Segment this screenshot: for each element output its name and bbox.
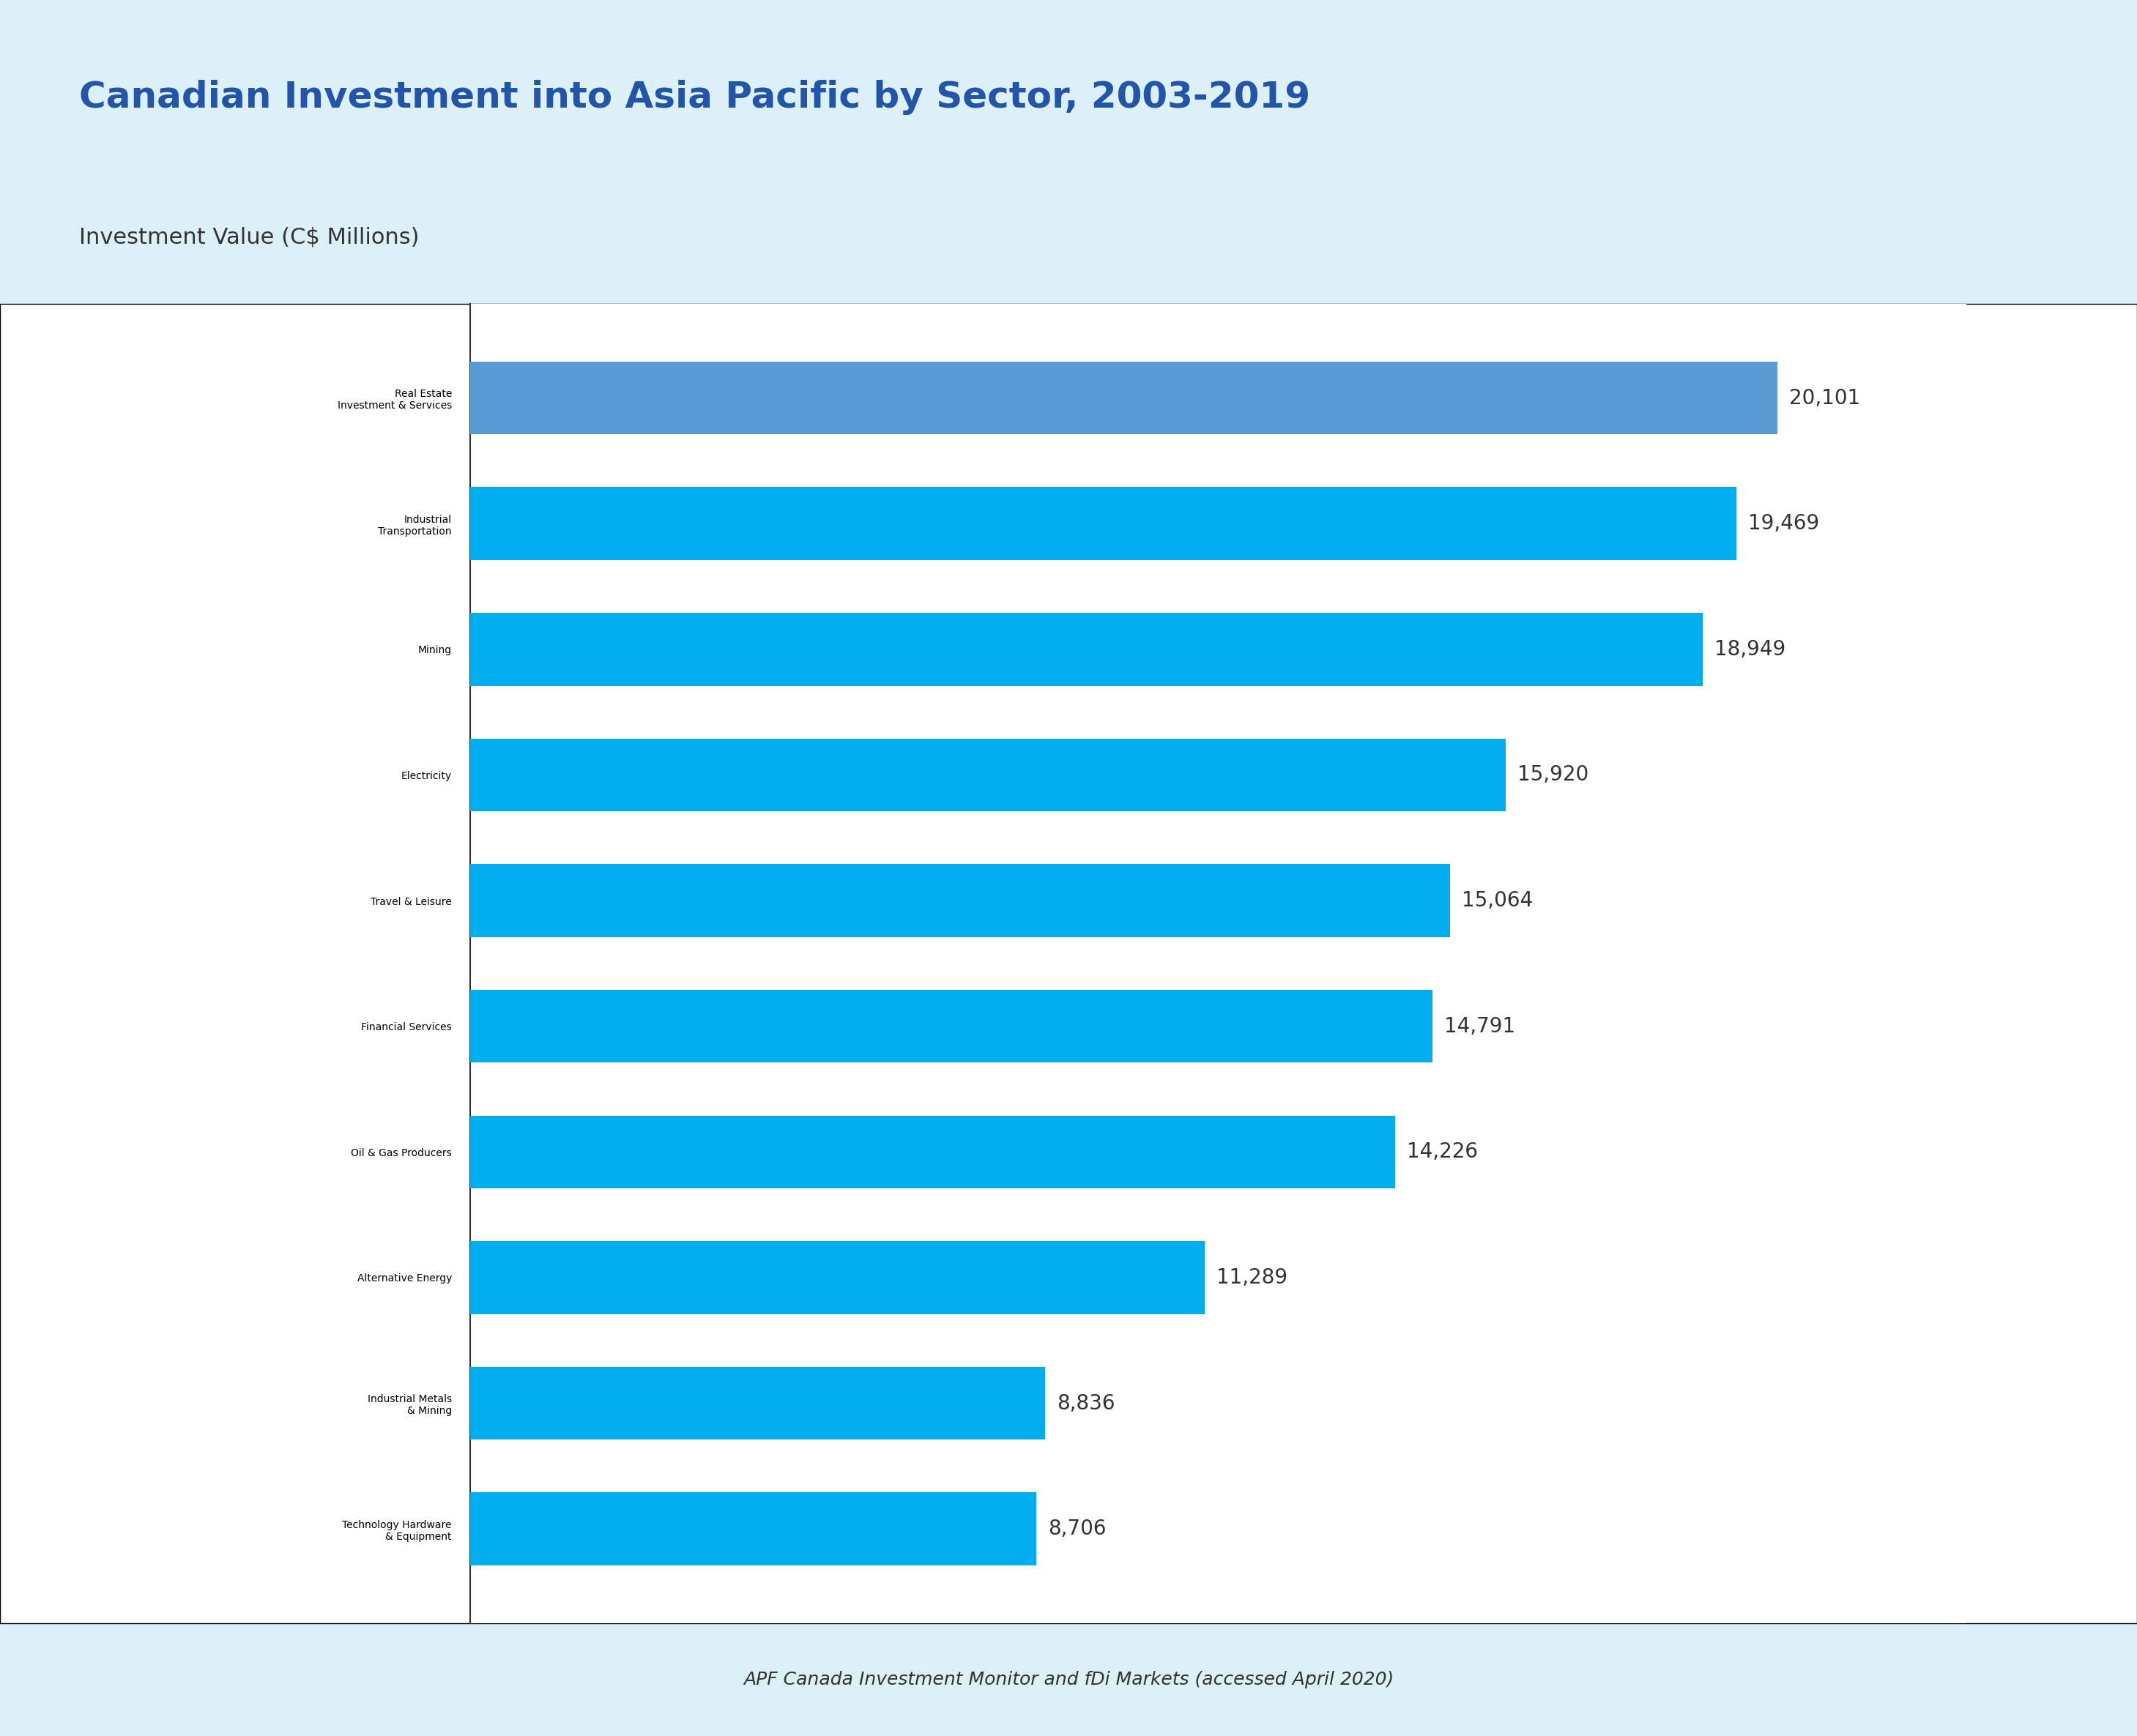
Text: 18,949: 18,949 [1714,639,1787,660]
Text: 14,791: 14,791 [1445,1016,1515,1036]
Bar [470,990,1432,1062]
Bar [470,1366,1045,1439]
Text: 15,064: 15,064 [1462,891,1532,911]
Bar [470,738,1507,811]
Text: 20,101: 20,101 [1789,387,1861,408]
Text: Investment Value (C$ Millions): Investment Value (C$ Millions) [79,226,419,248]
Bar [470,1493,1036,1566]
Text: Canadian Investment into Asia Pacific by Sector, 2003-2019: Canadian Investment into Asia Pacific by… [79,80,1310,115]
Text: 15,920: 15,920 [1517,766,1588,785]
Bar [470,1241,1205,1314]
Text: 14,226: 14,226 [1406,1142,1479,1161]
Text: 8,706: 8,706 [1047,1519,1107,1540]
Bar [470,1116,1395,1189]
Text: 8,836: 8,836 [1056,1392,1116,1413]
Bar [470,304,1966,1623]
Text: 11,289: 11,289 [1216,1267,1286,1288]
Bar [470,361,1778,434]
Bar [470,613,1703,686]
Bar [470,488,1737,561]
Bar [470,865,1449,937]
Text: 19,469: 19,469 [1748,514,1819,535]
Text: APF Canada Investment Monitor and fDi Markets (accessed April 2020): APF Canada Investment Monitor and fDi Ma… [744,1670,1393,1689]
